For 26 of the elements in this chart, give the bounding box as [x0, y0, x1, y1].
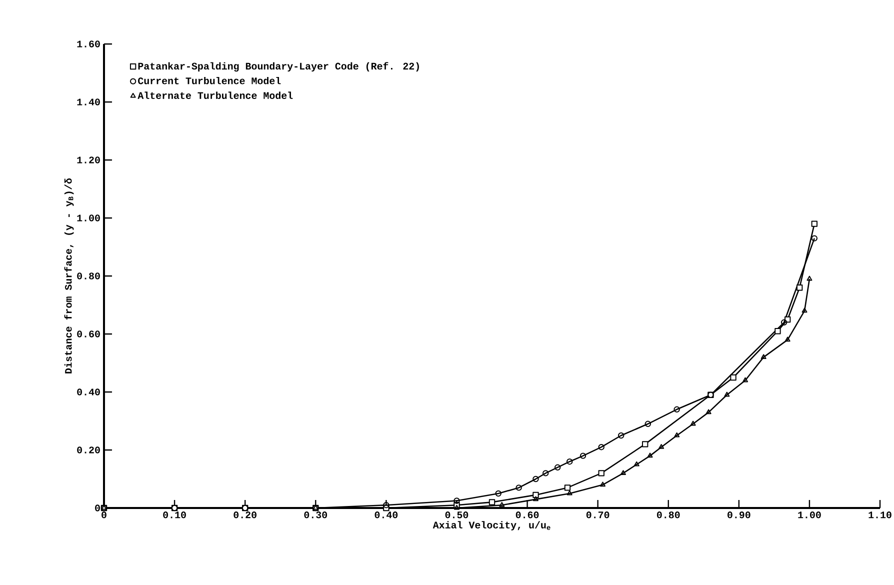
legend-label: Patankar-Spalding Boundary-Layer Code (Ref. 22) [138, 62, 419, 72]
x-tick-label: 0.40 [374, 512, 398, 518]
x-tick-label: 1.00 [798, 512, 821, 518]
y-tick-label: 0.20 [77, 446, 100, 454]
x-tick-label: 0.90 [728, 512, 750, 518]
x-tick-label: 0.20 [234, 512, 256, 518]
x-tick-label: 0.10 [163, 512, 186, 518]
y-axis-title: Distance from Surface, (y - y$_{B}$)/δ [64, 178, 74, 374]
y-tick-label: 0.40 [77, 388, 100, 396]
legend-label: Current Turbulence Model [138, 76, 281, 84]
x-tick-label: 0.70 [586, 512, 610, 518]
x-tick-label: 0.50 [445, 512, 468, 518]
y-tick-label: 0.60 [77, 330, 100, 338]
y-tick-label: 0 [95, 504, 100, 512]
legend-label: Alternate Turbulence Model [138, 92, 293, 99]
x-axis-title: Axial Velocity, u/u$_{e}$ [432, 521, 550, 530]
x-tick-label: 0.60 [516, 512, 539, 518]
x-tick-label: 0.80 [656, 512, 680, 518]
y-tick-label: 1.00 [77, 214, 100, 222]
x-tick-label: 0.30 [304, 512, 328, 518]
y-tick-label: 1.40 [77, 98, 100, 106]
y-tick-label: 1.60 [77, 40, 100, 48]
x-tick-label: 1.10 [868, 512, 892, 518]
y-tick-label: 0.80 [77, 272, 100, 280]
x-tick-label: 0 [102, 512, 106, 518]
y-tick-label: 1.20 [77, 156, 100, 164]
